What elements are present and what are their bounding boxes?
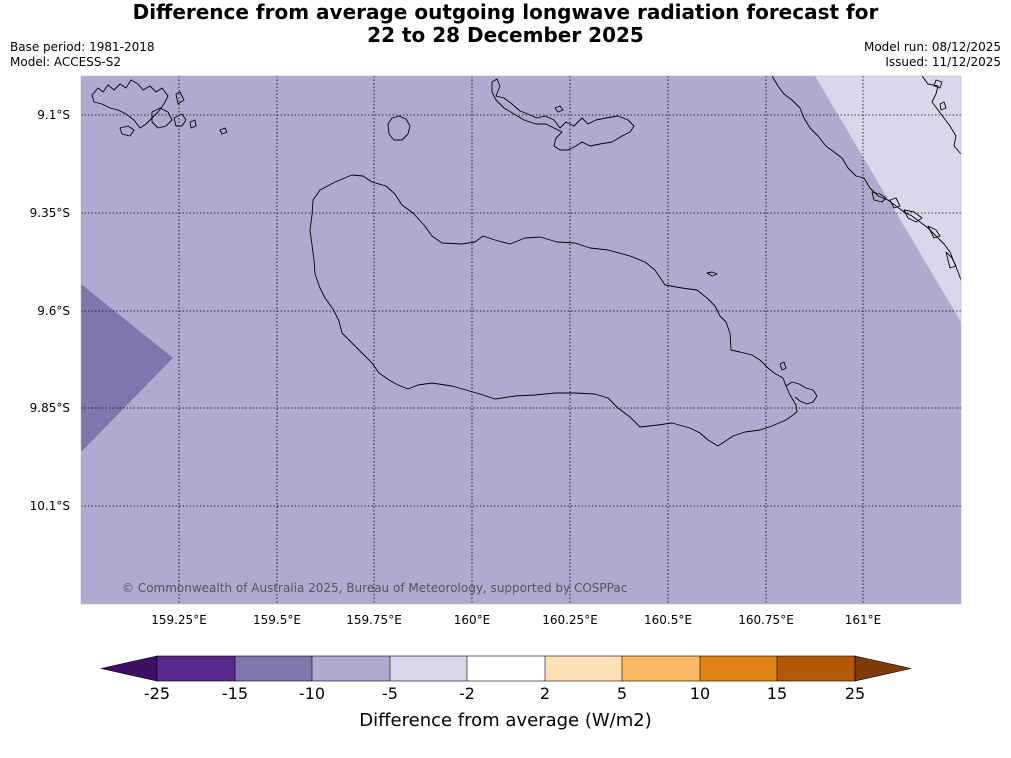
latitude-label: 9.85°S	[29, 401, 70, 415]
malaita-islet-coastline	[933, 79, 943, 89]
malaita-islet-coastline	[903, 209, 923, 223]
model-text: Model: ACCESS-S2	[10, 55, 122, 69]
longitude-label: 161°E	[844, 613, 882, 627]
colorbar-tick-label: 25	[844, 684, 866, 703]
longitude-label: 159.25°E	[151, 613, 207, 627]
colorbar-tick-label: 15	[766, 684, 788, 703]
coastlines	[91, 76, 961, 447]
colorbar-tick-label: -25	[143, 684, 171, 703]
colorbar-tick-label: 5	[616, 684, 628, 703]
colorbar-segment	[467, 656, 545, 681]
colorbar-segment	[312, 656, 390, 681]
northwest-islands-coastline	[91, 79, 169, 129]
colorbar	[100, 655, 912, 682]
nggela-islands-coastline	[491, 78, 635, 151]
anomaly-band-minus5-to-minus2	[815, 76, 961, 322]
title-line-1: Difference from average outgoing longwav…	[132, 0, 879, 24]
colorbar-tick-label: -15	[221, 684, 249, 703]
latitude-label: 10.1°S	[29, 499, 70, 513]
colorbar-over-extend	[854, 655, 912, 682]
colorbar-label: Difference from average (W/m2)	[359, 710, 652, 731]
colorbar-tick-label: -2	[459, 684, 475, 703]
northwest-islet-coastline	[219, 127, 228, 135]
anomaly-band-minus15-to-minus10	[81, 284, 173, 452]
malaita-islet-coastline	[927, 225, 941, 239]
longitude-label: 160.25°E	[542, 613, 598, 627]
issued-text: Issued: 11/12/2025	[885, 55, 1001, 69]
longitude-label: 160.75°E	[738, 613, 794, 627]
nggela-islet-coastline	[554, 105, 564, 113]
colorbar-segment	[235, 656, 312, 681]
map-frame	[80, 75, 962, 605]
longitude-label: 160°E	[453, 613, 491, 627]
longitude-label: 159.75°E	[346, 613, 402, 627]
malaita-coastline	[771, 76, 961, 281]
northwest-islet-coastline	[175, 91, 185, 105]
anomaly-band-minus10-to-minus5	[81, 76, 961, 604]
northwest-islet-coastline	[189, 119, 197, 129]
colorbar-segment	[777, 656, 855, 681]
savo-island-coastline	[387, 115, 411, 141]
map-area	[81, 76, 961, 604]
colorbar-tick-label: 10	[689, 684, 711, 703]
colorbar-outline	[156, 655, 856, 682]
colorbar-segment	[622, 656, 700, 681]
islet-coastline	[706, 271, 718, 277]
colorbar-tick-label: -5	[382, 684, 398, 703]
northwest-islet-coastline	[151, 107, 173, 129]
model-run-text: Model run: 08/12/2025	[863, 40, 1001, 54]
longitude-label: 160.5°E	[644, 613, 692, 627]
colorbar-tick-label: 2	[539, 684, 551, 703]
latitude-label: 9.1°S	[37, 108, 70, 122]
northwest-islet-coastline	[173, 113, 187, 127]
northwest-islet-coastline	[119, 125, 135, 137]
colorbar-segment	[700, 656, 777, 681]
colorbar-under-extend	[100, 655, 158, 682]
malaita-islet-coastline	[871, 191, 887, 203]
title-line-2: 22 to 28 December 2025	[367, 23, 644, 47]
malaita-islet-coastline	[889, 197, 901, 209]
marau-islet-coastline	[779, 361, 787, 371]
guadalcanal-coastline	[309, 174, 798, 447]
malaita-islet-coastline	[945, 251, 957, 269]
latitude-label: 9.6°S	[37, 304, 70, 318]
malaita-islet-coastline	[939, 101, 947, 111]
colorbar-segment	[545, 656, 622, 681]
colorbar-segment	[157, 656, 235, 681]
gridlines	[81, 76, 961, 604]
copyright-text: © Commonwealth of Australia 2025, Bureau…	[122, 581, 628, 595]
marau-islets-coastline	[785, 381, 818, 405]
base-period-text: Base period: 1981-2018	[10, 40, 155, 54]
colorbar-segment	[390, 656, 467, 681]
latitude-label: 9.35°S	[29, 206, 70, 220]
longitude-label: 159.5°E	[253, 613, 301, 627]
colorbar-tick-label: -10	[298, 684, 326, 703]
